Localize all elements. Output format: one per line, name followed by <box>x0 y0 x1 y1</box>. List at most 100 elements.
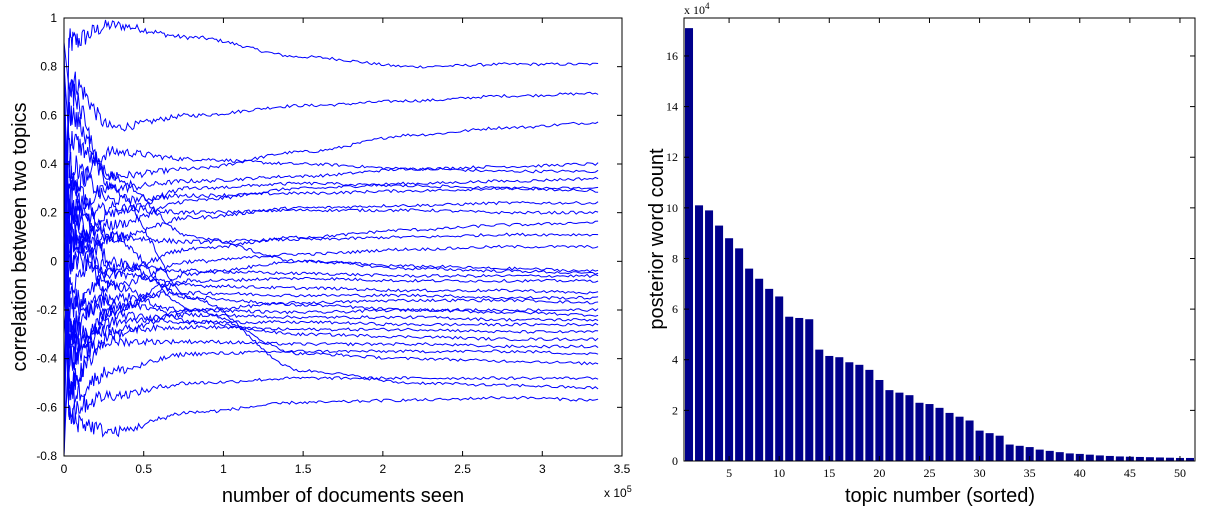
line-chart-plot-area <box>64 18 622 456</box>
bar-chart-y-tick-label: 16 <box>666 49 678 63</box>
bar-chart-bar <box>765 288 774 461</box>
bar-chart-bar <box>905 395 914 461</box>
bar-chart-bar <box>695 205 704 461</box>
line-chart-y-axis-label: correlation between two topics <box>9 102 31 371</box>
line-chart-series-line <box>63 42 599 132</box>
line-chart-x-tick-label: 3 <box>539 462 546 476</box>
bar-chart-bar <box>785 316 794 461</box>
bar-chart-x-tick-label: 10 <box>773 466 785 480</box>
bar-chart-bar <box>1105 455 1114 461</box>
bar-chart-bar <box>1165 457 1174 461</box>
bar-chart-bar <box>845 362 854 461</box>
bar-chart-bar <box>855 364 864 461</box>
bar-chart-bar <box>1155 457 1164 461</box>
line-chart-series-line <box>63 181 599 275</box>
bar-chart-x-tick-label: 40 <box>1074 466 1086 480</box>
line-chart-x-tick-label: 2 <box>380 462 387 476</box>
line-chart-series-line <box>63 244 599 348</box>
line-chart-series-line <box>63 115 599 226</box>
bar-chart-bar <box>985 433 994 461</box>
bar-chart-bar <box>685 28 694 461</box>
bar-chart-frame <box>683 17 1196 462</box>
line-chart-series-line <box>63 188 599 418</box>
bar-chart-bar <box>1055 452 1064 461</box>
bar-chart-x-tick-label: 25 <box>923 466 935 480</box>
line-chart-series-line <box>63 179 599 457</box>
line-chart-series-line <box>63 66 599 180</box>
line-chart-series-line <box>63 163 599 366</box>
bar-chart-bar <box>1015 445 1024 461</box>
bar-chart-bar <box>965 420 974 461</box>
bar-chart-y-axis-label: posterior word count <box>646 148 668 330</box>
line-chart-series-line <box>63 249 599 335</box>
bar-chart-y-tick-label: 8 <box>672 251 678 265</box>
bar-chart-bar <box>885 390 894 461</box>
line-chart-series-line <box>63 78 599 390</box>
bar-chart-bar <box>915 402 924 461</box>
line-chart-y-tick-label: -0.2 <box>36 303 57 317</box>
line-chart-y-tick-label: 0.2 <box>40 206 57 220</box>
bar-chart-bar <box>1185 457 1194 461</box>
line-chart-y-tick-label: 1 <box>50 11 57 25</box>
line-chart-x-tick-label: 2.5 <box>454 462 471 476</box>
line-chart-series-line <box>63 230 599 263</box>
bar-chart-bar <box>725 238 734 461</box>
bar-chart-x-tick-label: 35 <box>1024 466 1036 480</box>
line-chart-y-tick-label: 0.4 <box>40 157 57 171</box>
bar-chart-bar <box>825 355 834 461</box>
bar-chart-bar <box>775 296 784 461</box>
bar-chart-bar <box>1025 447 1034 461</box>
line-chart-series-line <box>63 90 599 205</box>
line-chart-x-tick-label: 0 <box>61 462 68 476</box>
bar-chart-bar <box>1065 453 1074 461</box>
bar-chart-bar <box>1085 454 1094 461</box>
line-chart-series-line <box>63 224 599 384</box>
bar-chart-bar <box>795 317 804 461</box>
bar-chart-bar <box>835 357 844 461</box>
bar-chart-bar <box>1135 456 1144 461</box>
bar-chart-bar <box>895 392 904 461</box>
bar-chart-bar <box>715 225 724 461</box>
line-chart-x-tick-label: 3.5 <box>614 462 631 476</box>
correlation-line-chart: 0 0.5 1 1.5 2 2.5 3 3.5 -0.8 -0.6 -0.4 -0.2 0 0.2 0.4 0… <box>9 11 632 507</box>
bar-chart-y-multiplier-exponent: 4 <box>705 1 710 11</box>
line-chart-frame <box>63 17 623 457</box>
line-chart-series-line <box>63 66 599 349</box>
line-chart-y-tick-label: 0.6 <box>40 108 57 122</box>
line-chart-y-tick-label: -0.8 <box>36 449 57 463</box>
line-chart-series-group <box>63 19 599 457</box>
line-chart-series-line <box>63 102 599 311</box>
bar-chart-y-tick-label: 0 <box>672 454 678 468</box>
bar-chart-bar <box>1045 450 1054 461</box>
bar-chart-bar <box>805 319 814 461</box>
bar-chart-y-tick-label: 12 <box>666 150 678 164</box>
bar-chart-bar <box>1095 455 1104 461</box>
bar-chart-bar <box>865 369 874 461</box>
line-chart-x-multiplier: x 105 <box>604 484 632 500</box>
bar-chart-y-tick-label: 14 <box>666 100 678 114</box>
bar-chart-x-tick-label: 45 <box>1124 466 1136 480</box>
line-chart-x-tick-label: 1 <box>220 462 227 476</box>
bar-chart-bar <box>945 412 954 461</box>
bar-chart-ticks: 5 10 15 20 25 30 35 40 45 50 0 2 4 6 8 10 12 14 16 <box>666 18 1195 480</box>
line-chart-y-tick-label: 0 <box>50 254 57 268</box>
bar-chart-bar <box>1005 444 1014 461</box>
line-chart-series-line <box>63 151 599 206</box>
bar-chart-y-tick-label: 2 <box>672 403 678 417</box>
bar-chart-y-multiplier: x 104 <box>684 1 710 17</box>
bar-chart-y-tick-label: 4 <box>672 353 678 367</box>
bar-chart-bar <box>815 349 824 461</box>
bar-chart-bar <box>745 268 754 461</box>
bar-chart-bar <box>755 278 764 461</box>
bar-chart-x-tick-label: 5 <box>726 466 732 480</box>
line-chart-series-line <box>63 311 599 457</box>
bar-chart-bar <box>735 248 744 461</box>
bar-chart-bar <box>955 416 964 461</box>
bar-chart-bar <box>975 430 984 461</box>
line-chart-series-line <box>63 194 599 315</box>
bar-chart-bar <box>1115 456 1124 461</box>
bar-chart-y-multiplier-base: x 10 <box>684 3 705 17</box>
line-chart-y-tick-label: -0.6 <box>36 400 57 414</box>
line-chart-series-line <box>63 200 599 240</box>
